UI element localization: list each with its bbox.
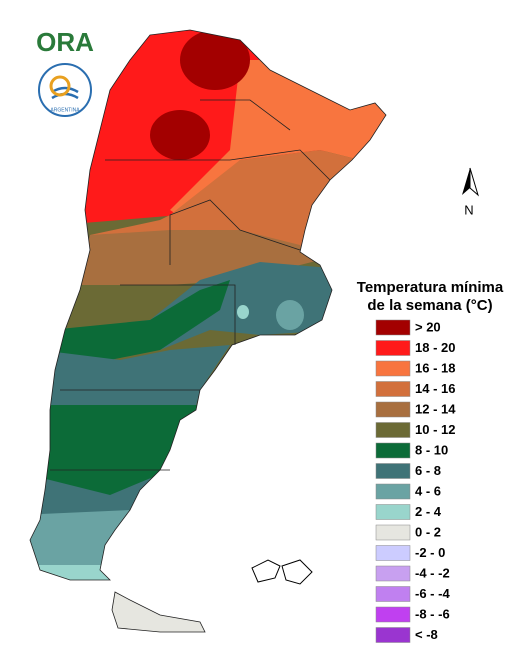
logo: ORA ARGENTINA xyxy=(36,27,94,117)
legend-label: 18 - 20 xyxy=(415,340,455,355)
legend-swatch xyxy=(375,401,411,418)
legend-swatch xyxy=(375,381,411,397)
legend-label: < -8 xyxy=(415,627,438,642)
legend-swatch xyxy=(375,627,411,643)
legend-label: -4 - -2 xyxy=(415,565,450,580)
malvinas xyxy=(251,559,313,585)
legend-label: 0 - 2 xyxy=(415,524,441,539)
legend-label: -6 - -4 xyxy=(415,586,450,601)
legend-label: 2 - 4 xyxy=(415,504,442,519)
province-borders xyxy=(29,29,387,633)
logo-text: ORA xyxy=(36,27,94,57)
legend-swatch xyxy=(375,442,411,459)
temperature-zone xyxy=(180,30,250,90)
legend-label: -2 - 0 xyxy=(415,545,445,560)
legend-swatch xyxy=(375,319,411,336)
legend-swatch xyxy=(375,606,411,623)
legend-swatch xyxy=(375,504,411,520)
legend-swatch xyxy=(375,524,411,541)
legend-swatch xyxy=(375,545,411,561)
legend-label: 6 - 8 xyxy=(415,463,441,478)
legend-label: 8 - 10 xyxy=(415,442,448,457)
legend-swatch xyxy=(375,483,411,500)
temperature-zone xyxy=(150,110,210,160)
north-arrow: N xyxy=(462,167,479,217)
logo-ring: ARGENTINA xyxy=(50,107,80,113)
legend: > 20 18 - 20 16 - 18 14 - 16 12 - 14 10 - 12 8… xyxy=(375,319,456,643)
temperature-zone xyxy=(50,280,230,360)
legend-swatch xyxy=(375,422,411,438)
legend-swatch xyxy=(375,565,411,582)
legend-swatch xyxy=(375,586,411,602)
legend-swatch xyxy=(375,463,411,479)
legend-swatch xyxy=(375,340,411,356)
legend-label: 12 - 14 xyxy=(415,401,456,416)
temperature-zone xyxy=(276,300,304,330)
temperature-zone xyxy=(237,305,249,319)
legend-label: -8 - -6 xyxy=(415,606,450,621)
legend-title: de la semana (°C) xyxy=(367,297,492,314)
legend-title: Temperatura mínima xyxy=(357,279,504,296)
legend-label: 16 - 18 xyxy=(415,360,455,375)
legend-label: 4 - 6 xyxy=(415,483,441,498)
temperature-zone xyxy=(30,565,120,590)
legend-label: 10 - 12 xyxy=(415,422,455,437)
north-label: N xyxy=(464,202,473,217)
logo-circle xyxy=(38,63,92,117)
legend-label: > 20 xyxy=(415,319,441,334)
legend-swatch xyxy=(375,360,411,377)
logo-sun xyxy=(49,75,71,97)
legend-label: 14 - 16 xyxy=(415,381,455,396)
temperature-zone xyxy=(40,345,230,410)
